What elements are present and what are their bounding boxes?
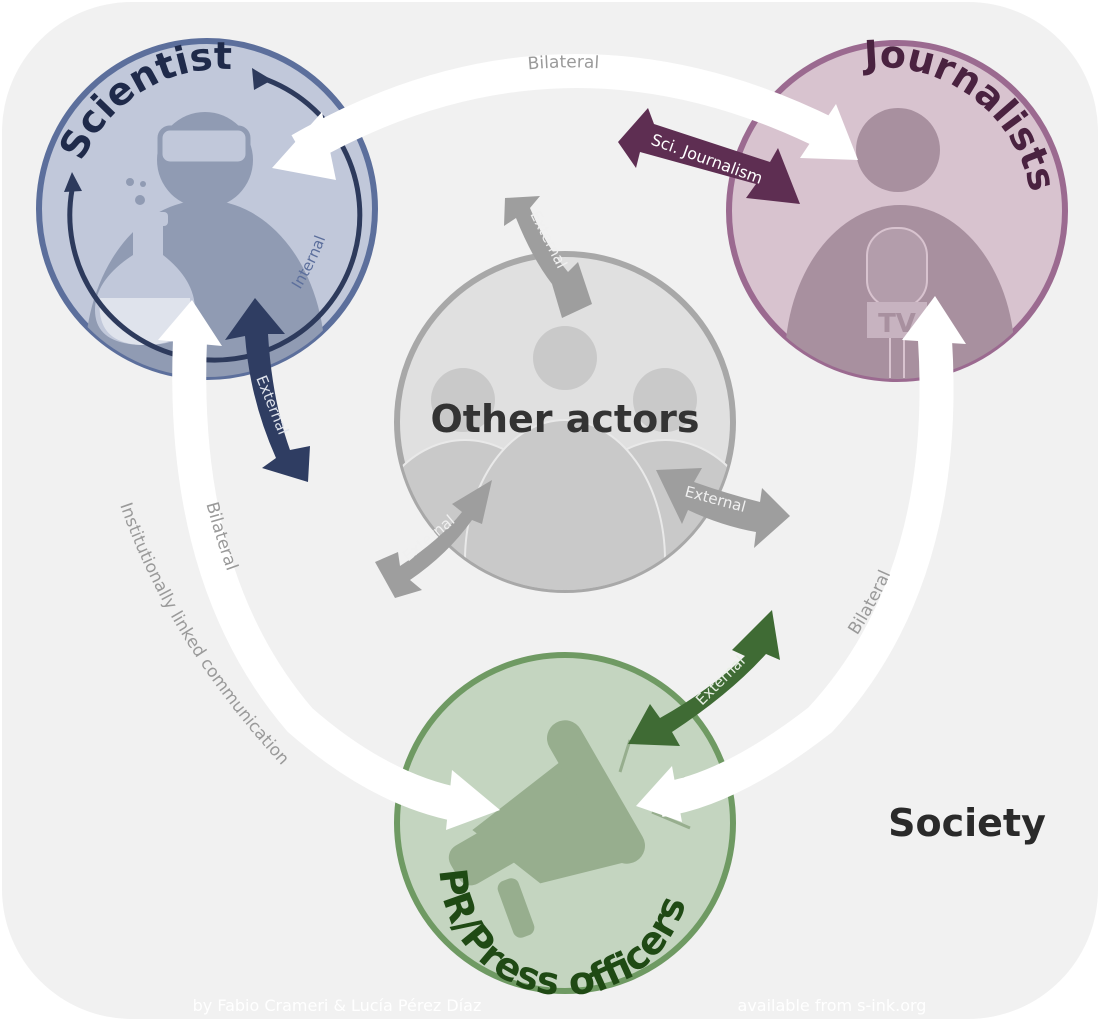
credits-source: available from s-ink.org — [738, 996, 927, 1015]
microphone-icon: TV — [866, 227, 928, 378]
society-label: Society — [888, 801, 1046, 845]
credits-authors: by Fabio Crameri & Lucía Pérez Díaz — [193, 996, 482, 1015]
bilateral-arrows — [158, 54, 966, 830]
bilateral-top-label: Bilateral — [527, 52, 600, 74]
other-actors-title: Other actors — [430, 397, 699, 441]
journalist-figure-icon — [785, 108, 1015, 379]
bilateral-arrow-left — [172, 339, 464, 822]
other-external-arrow-left — [375, 480, 492, 598]
other-external-arrow-top — [504, 196, 592, 318]
bilateral-arrow-top — [291, 54, 838, 165]
other-external-arrow-right — [656, 468, 790, 548]
bilateral-arrow-right — [657, 338, 954, 817]
